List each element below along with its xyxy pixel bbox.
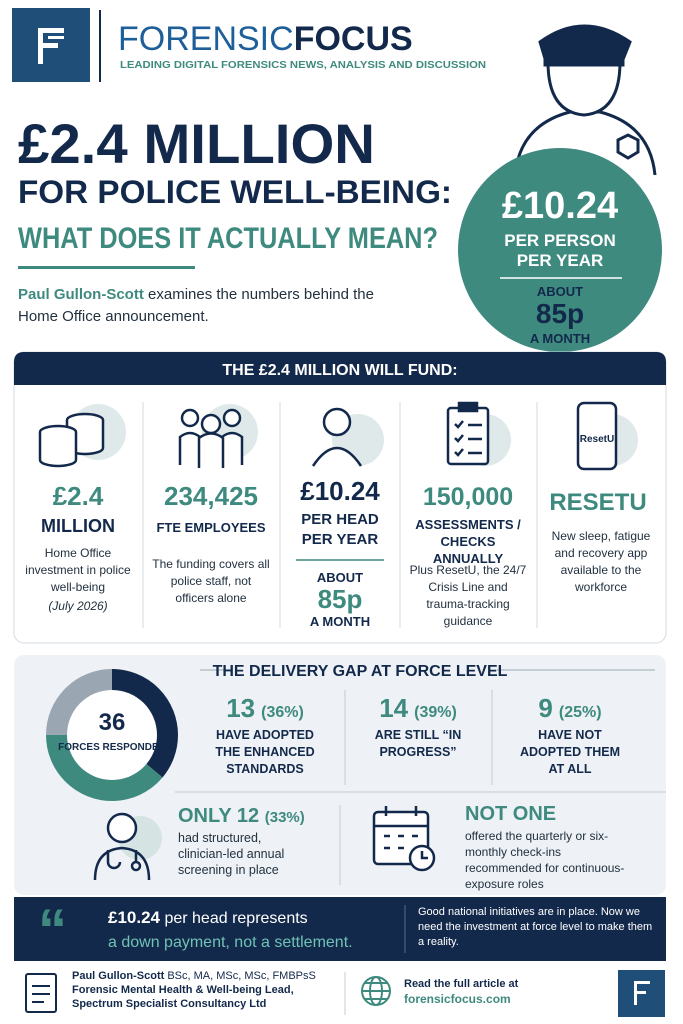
fund-unit: PER HEAD PER YEAR bbox=[301, 511, 379, 548]
checkins-lead: NOT ONE bbox=[465, 803, 556, 825]
stat-share: (39%) bbox=[414, 704, 457, 721]
fund-value: 150,000 bbox=[423, 483, 513, 511]
stat-value: 9 (25%) bbox=[538, 693, 601, 723]
doctor-icon bbox=[93, 812, 162, 881]
donut-segment bbox=[46, 669, 178, 801]
fund-desc: Home Office investment in police well-be… bbox=[25, 546, 131, 594]
fund-desc: New sleep, fatigue and recovery app avai… bbox=[551, 529, 651, 594]
quote-bar bbox=[14, 897, 666, 961]
quote-amount: £10.24 bbox=[108, 908, 161, 927]
fund-values: £2.4 MILLION 234,425 FTE EMPLOYEES £10.2… bbox=[41, 476, 647, 629]
quote-line: £10.24 per head represents bbox=[108, 908, 308, 927]
footer-logo-mark bbox=[634, 981, 650, 1005]
footer-role: Forensic Mental Health & Well-being Lead… bbox=[72, 984, 294, 996]
footer-credentials: BSc, MA, MSc, MSc, FMBPsS bbox=[167, 970, 316, 982]
stat-label-box: ARE STILL “IN PROGRESS” bbox=[374, 728, 462, 759]
tagline: LEADING DIGITAL FORENSICS NEWS, ANALYSIS… bbox=[120, 60, 486, 71]
brand-bold: FOCUS bbox=[294, 20, 413, 58]
stats: 13 (36%) HAVE ADOPTED THE ENHANCED STANDAR… bbox=[215, 693, 620, 776]
fund-value: £10.24 bbox=[300, 476, 380, 506]
badge-about: ABOUT bbox=[537, 284, 583, 299]
stat-value: 13 (36%) bbox=[226, 693, 304, 723]
donut-hole bbox=[67, 690, 157, 780]
badge-monthly: 85p bbox=[536, 298, 584, 329]
badge-line: PER YEAR bbox=[517, 251, 604, 270]
stat-count: 9 bbox=[538, 693, 552, 723]
stat-dividers bbox=[175, 690, 666, 885]
stat-label-box: HAVE NOT ADOPTED THEM AT ALL bbox=[520, 728, 620, 776]
fund-value: RESETU bbox=[549, 489, 646, 516]
footer-org: Spectrum Specialist Consultancy Ltd bbox=[72, 998, 267, 1010]
fund-unit: ASSESSMENTS / CHECKS ANNUALLY bbox=[415, 517, 521, 566]
donut bbox=[46, 669, 178, 801]
quote-mark: “ bbox=[38, 898, 67, 963]
stat-label: HAVE ADOPTED THE ENHANCED STANDARDS bbox=[215, 728, 315, 776]
question: WHAT DOES IT ACTUALLY MEAN? bbox=[18, 222, 438, 255]
stat-share: (36%) bbox=[261, 704, 304, 721]
document-icon bbox=[25, 973, 57, 1013]
donut-segment bbox=[46, 669, 178, 801]
screening-share: (33%) bbox=[265, 809, 305, 826]
fund-heading: THE £2.4 MILLION WILL FUND: bbox=[222, 362, 457, 379]
fund-value: £2.4 bbox=[53, 481, 104, 511]
quote-aside: Good national initiatives are in place. … bbox=[418, 906, 653, 948]
globe-icon bbox=[361, 976, 391, 1006]
screening-desc: had structured, clinician-led annual scr… bbox=[178, 831, 285, 877]
badge-line: PER PERSON bbox=[504, 231, 615, 250]
footer-name: Paul Gullon-Scott bbox=[72, 970, 165, 982]
screening-lead: ONLY 12 (33%) bbox=[178, 805, 305, 827]
badge-month: A MONTH bbox=[530, 331, 590, 346]
badge-text: £10.24 PER PERSON PER YEAR ABOUT 85p A M… bbox=[502, 185, 618, 346]
footer-author: Paul Gullon-Scott BSc, MA, MSc, MSc, FMB… bbox=[72, 969, 342, 1011]
quote-line-2: a down payment, not a settlement. bbox=[108, 934, 353, 951]
donut-total: 36 bbox=[99, 709, 126, 736]
fund-desc: Plus ResetU, the 24/7 Crisis Line and tr… bbox=[409, 563, 527, 628]
app-label: ResetU bbox=[580, 434, 614, 445]
delivery-heading: THE DELIVERY GAP AT FORCE LEVEL bbox=[213, 663, 508, 680]
footer-url: forensicfocus.com bbox=[404, 992, 511, 1006]
stat-value: 14 (39%) bbox=[379, 693, 457, 723]
calendar-icon bbox=[372, 806, 436, 872]
badge bbox=[458, 148, 662, 352]
screening-count: ONLY 12 bbox=[178, 805, 259, 827]
rule bbox=[18, 266, 195, 269]
fund-value: 234,425 bbox=[164, 481, 258, 511]
intro: Paul Gullon-Scott examines the numbers b… bbox=[18, 284, 388, 328]
fund-month: A MONTH bbox=[310, 614, 370, 629]
fund-about: ABOUT bbox=[317, 570, 363, 585]
badge-amount: £10.24 bbox=[502, 185, 618, 227]
fund-note: (July 2026) bbox=[48, 599, 108, 613]
fund-icons bbox=[38, 401, 638, 471]
fund-desc: The funding covers all police staff, not… bbox=[152, 557, 270, 605]
brand: FORENSICFOCUS bbox=[118, 20, 413, 58]
fund-monthly: 85p bbox=[318, 584, 363, 614]
subtitle: FOR POLICE WELL-BEING: bbox=[18, 174, 452, 210]
stat-label: ARE STILL “IN PROGRESS” bbox=[374, 728, 462, 759]
checkins-desc: offered the quarterly or six-monthly che… bbox=[465, 829, 625, 891]
logo-mark bbox=[38, 28, 64, 64]
donut-label: FORCES RESPONDED bbox=[58, 742, 166, 753]
delivery-panel bbox=[14, 655, 666, 895]
title: £2.4 MILLION bbox=[18, 112, 375, 175]
footer-read: Read the full article at bbox=[404, 978, 519, 990]
brand-light: FORENSIC bbox=[118, 20, 294, 58]
stat-count: 13 bbox=[226, 693, 255, 723]
fund-header bbox=[14, 352, 666, 385]
author: Paul Gullon-Scott bbox=[18, 286, 144, 303]
intro-text: examines the numbers behind the Home Off… bbox=[18, 286, 374, 325]
fund-unit: FTE EMPLOYEES bbox=[156, 520, 265, 535]
stat-count: 14 bbox=[379, 693, 408, 723]
quote-text: per head represents bbox=[164, 910, 307, 927]
stat-label-box: HAVE ADOPTED THE ENHANCED STANDARDS bbox=[215, 728, 315, 776]
column-dividers bbox=[142, 402, 538, 628]
stat-label: HAVE NOT ADOPTED THEM AT ALL bbox=[520, 728, 620, 776]
stat-share: (25%) bbox=[559, 704, 602, 721]
fund-unit: MILLION bbox=[41, 516, 115, 536]
